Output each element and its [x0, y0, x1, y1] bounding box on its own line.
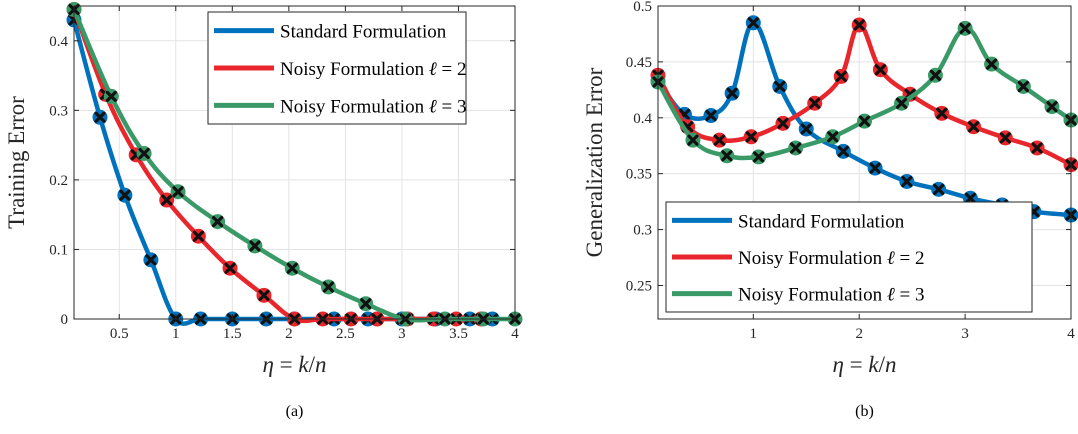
data-point-x-marker	[809, 97, 821, 109]
legend: Standard Formulation Noisy Formulation ℓ …	[665, 201, 1033, 313]
data-point-x-marker	[964, 192, 976, 204]
y-tick-label: 0.45	[626, 55, 652, 71]
data-point-x-marker	[869, 162, 881, 174]
y-tick-label: 0.4	[49, 34, 68, 50]
y-tick-label: 0.4	[633, 111, 652, 127]
data-point-x-marker	[172, 186, 184, 198]
data-point-x-marker	[858, 115, 871, 127]
data-point-x-marker	[192, 230, 204, 242]
x-tick-label: 1	[172, 326, 180, 342]
data-point-x-marker	[687, 134, 699, 146]
x-tick-label: 0.5	[110, 326, 129, 342]
y-tick-label: 0.25	[626, 278, 652, 294]
panel-caption: (a)	[286, 403, 304, 420]
axes-box	[657, 5, 1072, 320]
x-tick-label: 4	[1067, 326, 1075, 342]
legend: Standard Formulation Noisy Formulation ℓ …	[207, 11, 467, 125]
data-point-x-marker	[901, 175, 913, 188]
data-point-x-marker	[726, 87, 738, 99]
y-tick-label: 0.5	[633, 0, 652, 15]
y-tick-label: 0.3	[633, 223, 652, 239]
data-point-x-marker	[1017, 80, 1029, 93]
panel-caption: (b)	[855, 403, 874, 420]
data-point-x-marker	[105, 90, 117, 103]
legend-label-noisy2: Noisy Formulation ℓ = 2	[280, 59, 466, 80]
data-point-x-marker	[258, 289, 270, 301]
y-axis-label: Generalization Error	[582, 67, 607, 257]
data-point-x-marker	[713, 134, 726, 146]
data-point-x-marker	[1046, 101, 1058, 113]
x-tick-label: 2.5	[336, 326, 355, 342]
x-tick-label: 3	[961, 326, 969, 342]
data-point-x-marker	[753, 151, 765, 163]
data-point-x-marker	[286, 262, 298, 274]
data-point-x-marker	[837, 145, 849, 157]
data-point-x-marker	[1031, 142, 1043, 154]
data-point-x-marker	[959, 22, 971, 34]
axes-box	[73, 5, 516, 320]
data-point-x-marker	[774, 80, 786, 93]
y-tick-label: 0.2	[49, 173, 68, 189]
legend-label-standard: Standard Formulation	[738, 211, 905, 232]
data-point-x-marker	[360, 298, 372, 310]
data-point-x-marker	[322, 281, 335, 293]
data-point-x-marker	[790, 142, 802, 154]
data-point-x-marker	[249, 240, 261, 252]
data-point-x-marker	[138, 147, 150, 160]
x-tick-label: 1	[750, 326, 758, 342]
data-point-x-marker	[119, 189, 131, 201]
x-axis-label: η = k/n	[262, 352, 326, 377]
data-point-x-marker	[94, 111, 106, 123]
x-tick-label: 2	[855, 326, 863, 342]
data-point-x-marker	[777, 117, 789, 129]
data-point-x-marker	[999, 132, 1011, 144]
x-tick-label: 1.5	[223, 326, 242, 342]
legend-label-noisy2: Noisy Formulation ℓ = 2	[738, 248, 924, 269]
data-point-x-marker	[721, 150, 733, 162]
y-tick-label: 0.3	[49, 103, 68, 119]
data-point-x-marker	[800, 123, 812, 135]
data-point-x-marker	[212, 216, 224, 228]
data-point-x-marker	[747, 17, 759, 29]
data-point-x-marker	[874, 64, 886, 76]
data-point-x-marker	[853, 19, 865, 31]
data-point-x-marker	[933, 183, 945, 195]
y-tick-label: 0.35	[626, 167, 652, 183]
data-point-x-marker	[224, 262, 236, 274]
chart-panel-a: 0.5 1 1.5 2 2.5 3 3.5 4 0 0.1 0.2 0.3 0.4 η = k/n Trai…	[4, 1, 523, 420]
x-axis-label: η = k/n	[832, 352, 896, 377]
legend-label-noisy3: Noisy Formulation ℓ = 3	[738, 285, 924, 306]
x-tick-label: 3	[398, 326, 406, 342]
chart-panel-b: 1 2 3 4 0.25 0.3 0.35 0.4 0.45 0.5 η = k/n Generali…	[582, 0, 1078, 420]
data-point-x-marker	[835, 70, 847, 83]
data-point-x-marker	[161, 194, 173, 206]
data-point-x-marker	[745, 131, 757, 143]
y-tick-label: 0.1	[49, 242, 68, 258]
data-point-x-marker	[936, 107, 948, 119]
data-point-x-marker	[985, 58, 998, 70]
data-point-x-marker	[967, 121, 980, 133]
x-tick-label: 2	[285, 326, 293, 342]
data-point-x-marker	[895, 97, 908, 109]
x-tick-label: 3.5	[449, 326, 468, 342]
y-axis-label: Training Error	[4, 96, 29, 229]
data-point-x-marker	[705, 109, 717, 122]
x-tick-label: 4	[511, 326, 519, 342]
data-point-x-marker	[827, 131, 839, 143]
data-point-x-marker	[929, 69, 942, 81]
data-point-x-marker	[145, 254, 157, 266]
y-tick-label: 0	[61, 312, 69, 328]
legend-label-noisy3: Noisy Formulation ℓ = 3	[280, 96, 466, 117]
legend-label-standard: Standard Formulation	[280, 22, 447, 43]
